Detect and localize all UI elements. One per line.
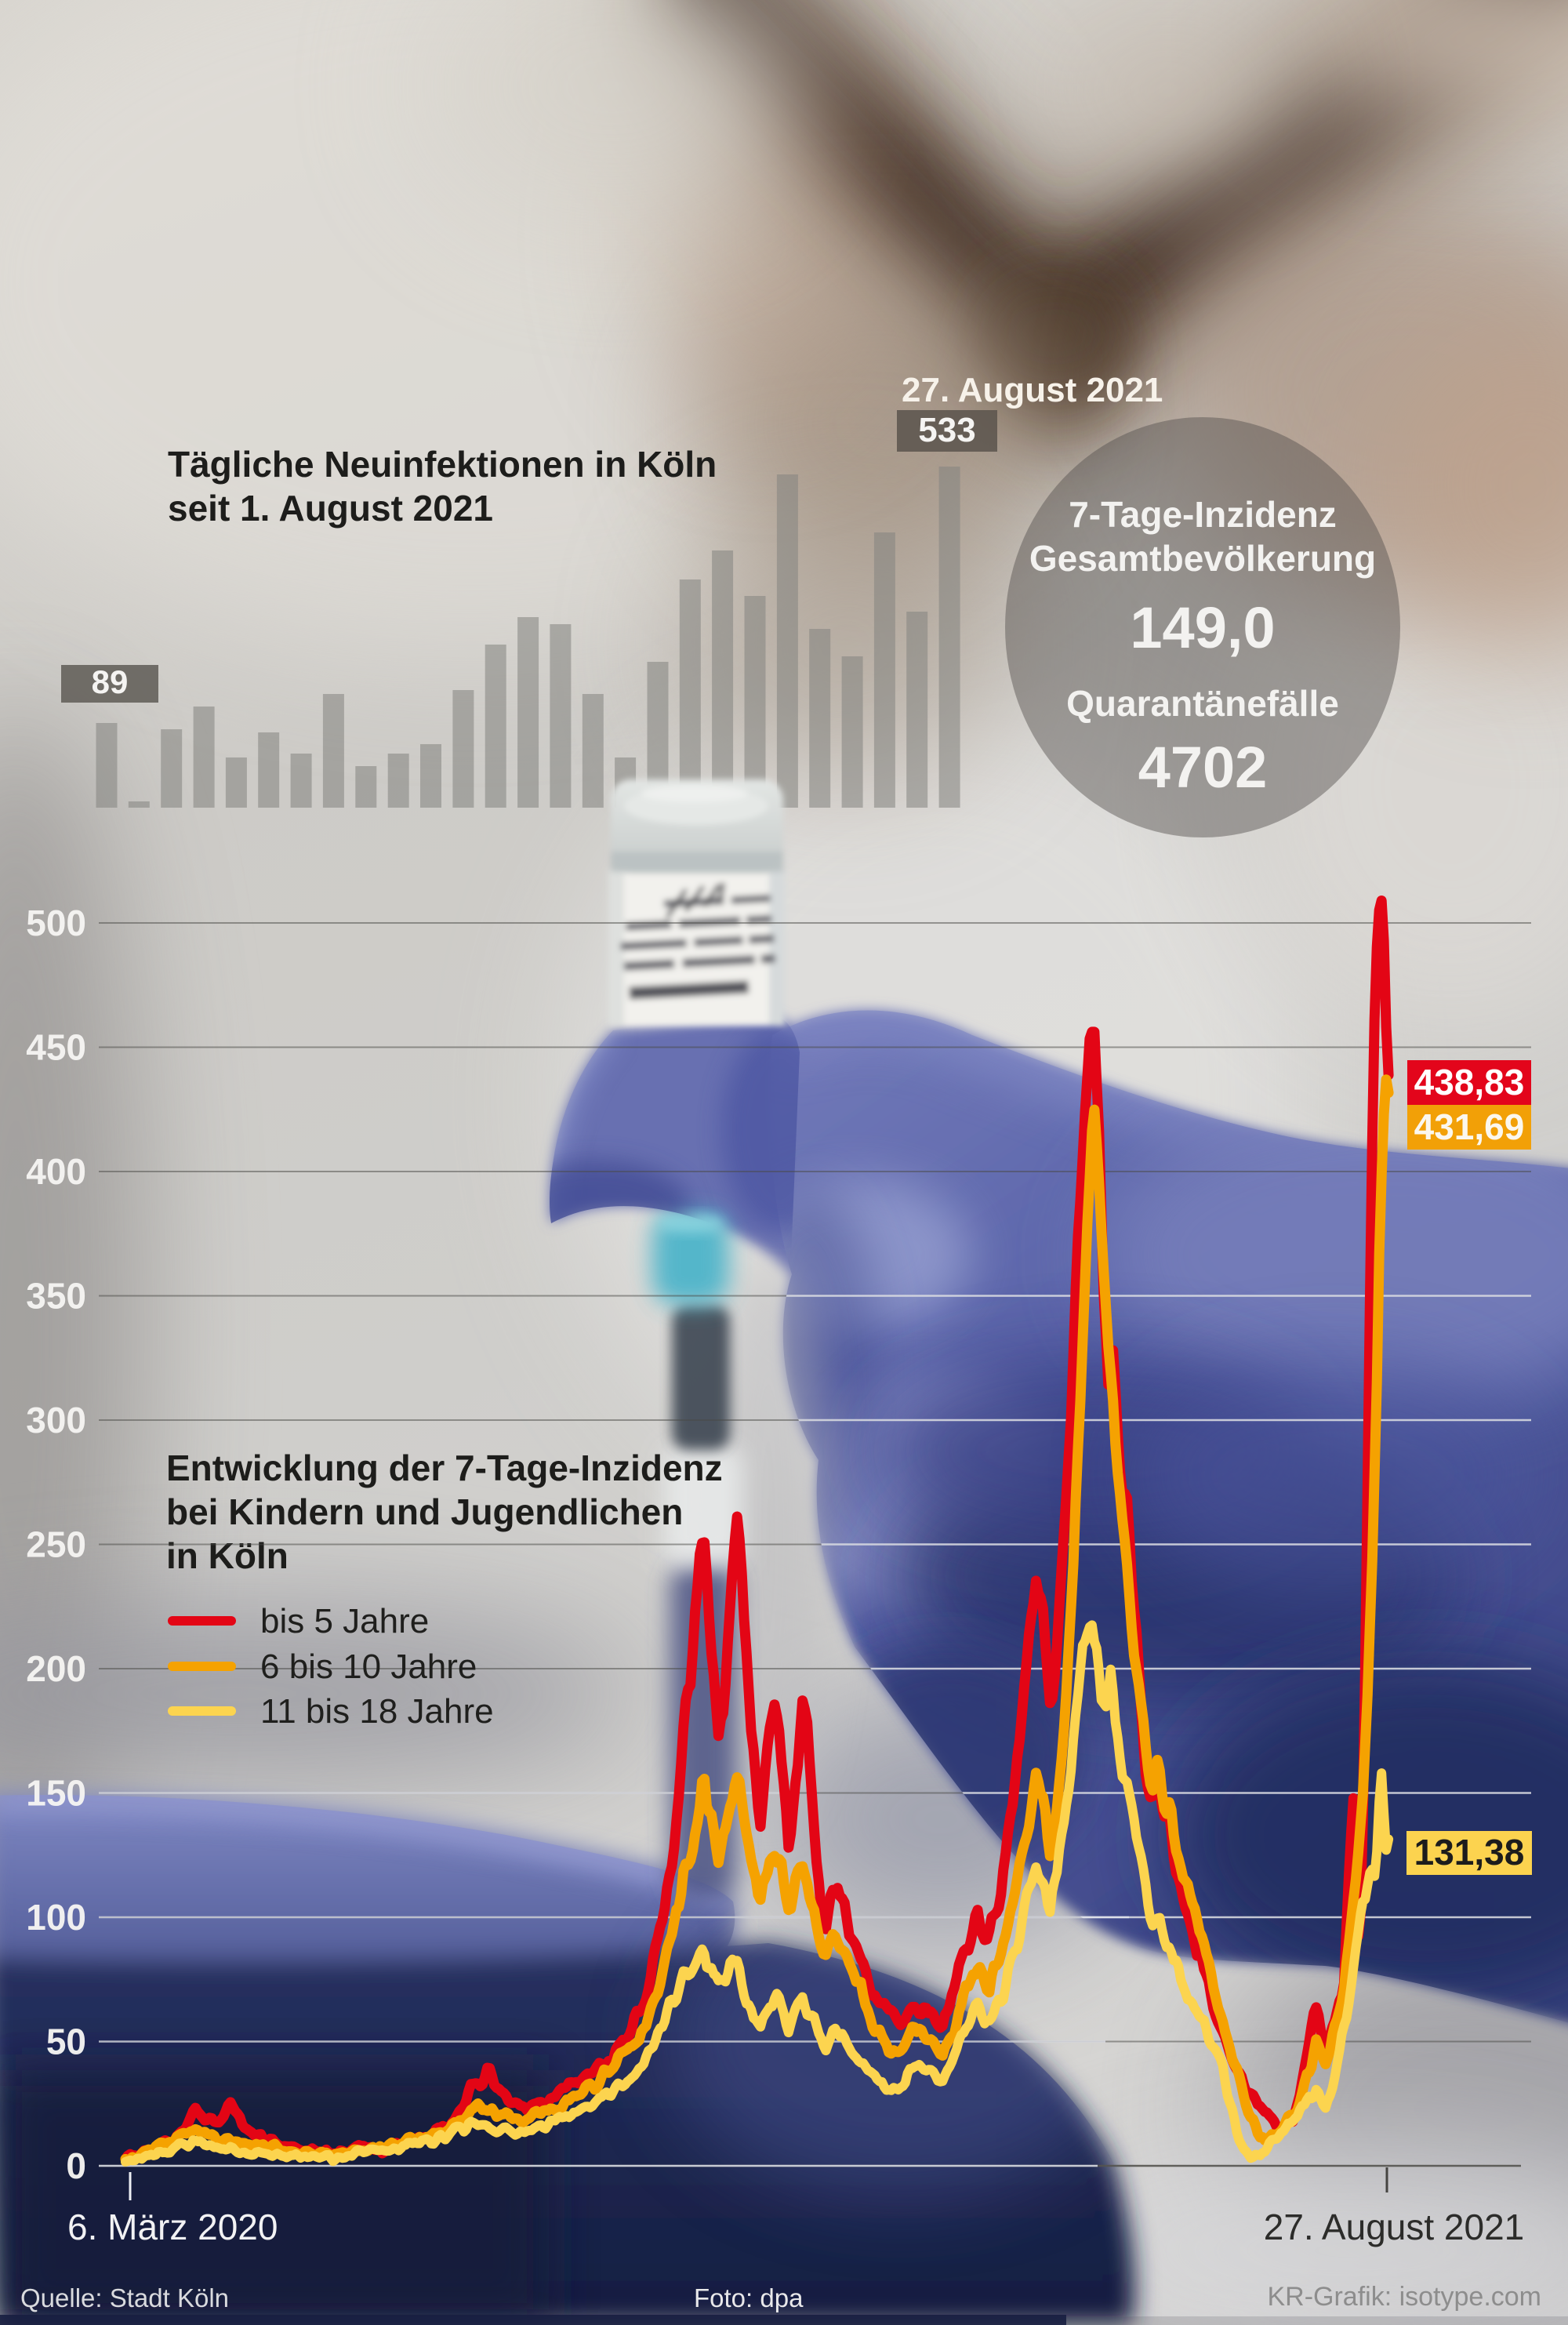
svg-text:in Köln: in Köln xyxy=(166,1535,289,1576)
svg-text:500: 500 xyxy=(26,903,86,943)
svg-text:Gesamtbevölkerung: Gesamtbevölkerung xyxy=(1029,538,1376,579)
svg-text:6. März 2020: 6. März 2020 xyxy=(67,2207,278,2247)
svg-text:bei Kindern und Jugendlichen: bei Kindern und Jugendlichen xyxy=(166,1491,683,1532)
svg-text:4702: 4702 xyxy=(1138,735,1268,800)
svg-text:6 bis 10 Jahre: 6 bis 10 Jahre xyxy=(260,1647,477,1686)
svg-text:Quarantänefälle: Quarantänefälle xyxy=(1066,683,1339,724)
svg-text:450: 450 xyxy=(26,1027,86,1068)
svg-text:100: 100 xyxy=(26,1897,86,1938)
svg-text:250: 250 xyxy=(26,1524,86,1565)
svg-text:533: 533 xyxy=(918,411,975,449)
svg-text:89: 89 xyxy=(92,663,129,700)
svg-text:400: 400 xyxy=(26,1151,86,1192)
svg-text:Entwicklung der 7-Tage-Inziden: Entwicklung der 7-Tage-Inzidenz xyxy=(166,1448,723,1488)
svg-text:200: 200 xyxy=(26,1648,86,1689)
svg-text:438,83: 438,83 xyxy=(1414,1062,1525,1103)
svg-text:KR-Grafik: isotype.com: KR-Grafik: isotype.com xyxy=(1267,2282,1541,2312)
svg-text:350: 350 xyxy=(26,1276,86,1317)
svg-text:150: 150 xyxy=(26,1773,86,1814)
svg-text:Tägliche Neuinfektionen in Köl: Tägliche Neuinfektionen in Köln xyxy=(168,444,717,485)
svg-text:11 bis 18 Jahre: 11 bis 18 Jahre xyxy=(260,1692,494,1731)
svg-text:0: 0 xyxy=(66,2145,86,2186)
svg-text:431,69: 431,69 xyxy=(1414,1106,1525,1147)
svg-text:seit 1. August 2021: seit 1. August 2021 xyxy=(168,488,493,529)
svg-text:27. August 2021: 27. August 2021 xyxy=(902,371,1163,409)
svg-text:300: 300 xyxy=(26,1400,86,1440)
svg-text:131,38: 131,38 xyxy=(1414,1832,1525,1873)
svg-text:Foto: dpa: Foto: dpa xyxy=(694,2283,804,2312)
svg-text:149,0: 149,0 xyxy=(1130,595,1275,660)
svg-text:7-Tage-Inzidenz: 7-Tage-Inzidenz xyxy=(1069,494,1337,535)
svg-text:50: 50 xyxy=(46,2022,86,2062)
svg-text:bis 5 Jahre: bis 5 Jahre xyxy=(260,1602,429,1640)
svg-text:27. August 2021: 27. August 2021 xyxy=(1264,2207,1525,2247)
svg-text:Quelle: Stadt Köln: Quelle: Stadt Köln xyxy=(20,2283,229,2312)
